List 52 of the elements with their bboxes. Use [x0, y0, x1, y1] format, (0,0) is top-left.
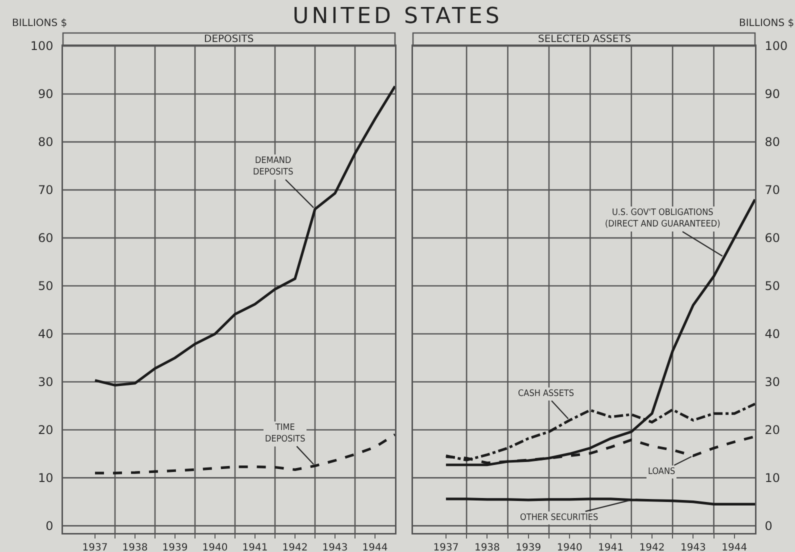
y-axis-title: BILLIONS $ — [739, 18, 794, 29]
x-tick-label: 1938 — [474, 542, 500, 552]
y-tick-label: 0 — [764, 519, 772, 533]
annotation: LOANS — [648, 467, 676, 477]
chart-subtitle: DEPOSITS — [204, 34, 254, 45]
x-tick-label: 1940 — [556, 542, 582, 552]
y-tick-label: 70 — [38, 183, 54, 198]
x-tick-label: 1943 — [680, 542, 706, 552]
y-tick-label: 60 — [38, 231, 54, 246]
x-tick-label: 1939 — [516, 542, 542, 552]
y-tick-label: 20 — [764, 423, 780, 438]
x-tick-label: 1944 — [722, 542, 748, 552]
y-tick-label: 60 — [764, 231, 780, 246]
y-tick-label: 10 — [764, 471, 780, 486]
y-tick-label: 80 — [38, 135, 54, 150]
y-tick-label: 10 — [38, 471, 54, 486]
y-tick-label: 100 — [30, 39, 54, 54]
x-tick-label: 1943 — [322, 542, 348, 552]
line-series — [94, 85, 395, 387]
annotation: OTHER SECURITIES — [520, 513, 598, 523]
y-axis-title: BILLIONS $ — [12, 18, 68, 29]
y-tick-label: 20 — [38, 423, 54, 438]
y-tick-label: 0 — [46, 519, 54, 533]
y-tick-label: 40 — [764, 327, 780, 342]
annotation: TIME DEPOSITS — [265, 423, 306, 445]
x-tick-label: 1937 — [82, 542, 108, 552]
x-tick-label: 1942 — [282, 542, 308, 552]
x-tick-label: 1942 — [639, 542, 665, 552]
y-tick-label: 30 — [38, 375, 54, 390]
y-tick-label: 70 — [764, 183, 780, 198]
y-tick-label: 40 — [38, 327, 54, 342]
x-tick-label: 1938 — [122, 542, 148, 552]
x-tick-label: 1944 — [362, 542, 388, 552]
y-tick-label: 90 — [38, 87, 54, 102]
x-tick-label: 1940 — [202, 542, 228, 552]
x-tick-label: 1941 — [242, 542, 268, 552]
x-tick-label: 1939 — [162, 542, 188, 552]
annotation: CASH ASSETS — [518, 389, 574, 399]
x-tick-label: 1937 — [433, 542, 459, 552]
y-tick-label: 90 — [764, 87, 780, 102]
line-series — [94, 433, 395, 474]
y-tick-label: 50 — [764, 279, 780, 294]
annotation: U.S. GOV'T OBLIGATIONS (DIRECT AND GUARANTEED) — [605, 208, 720, 230]
line-series — [444, 198, 755, 466]
y-tick-label: 100 — [764, 39, 788, 54]
chart-title: UNITED STATES — [292, 4, 502, 29]
y-tick-label: 50 — [38, 279, 54, 294]
y-tick-label: 30 — [764, 375, 780, 390]
chart-subtitle: SELECTED ASSETS — [538, 34, 632, 45]
annotation: DEMAND DEPOSITS — [253, 156, 294, 178]
y-tick-label: 80 — [764, 135, 780, 150]
x-tick-label: 1941 — [598, 542, 624, 552]
